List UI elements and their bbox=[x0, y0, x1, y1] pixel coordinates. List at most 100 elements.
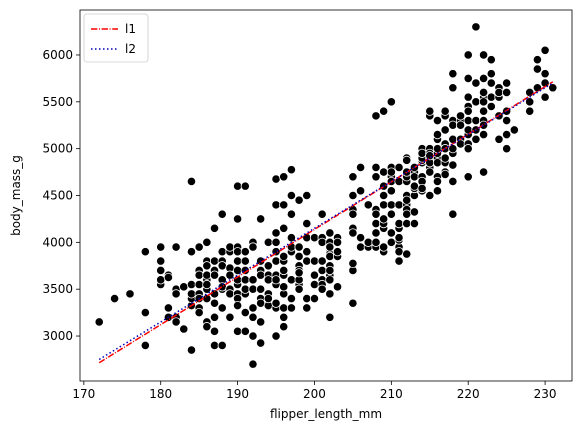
scatter-point-358 bbox=[486, 92, 496, 102]
scatter-point-224 bbox=[371, 111, 381, 121]
scatter-point-183 bbox=[325, 289, 335, 299]
scatter-point-376 bbox=[525, 97, 535, 107]
scatter-point-50 bbox=[209, 312, 220, 322]
scatter-point-109 bbox=[256, 270, 266, 280]
scatter-point-284 bbox=[417, 183, 427, 194]
scatter-point-146 bbox=[286, 275, 297, 285]
scatter-point-135 bbox=[279, 265, 289, 276]
scatter-point-361 bbox=[486, 78, 496, 88]
scatter-point-22 bbox=[179, 282, 189, 292]
scatter-point-377 bbox=[525, 106, 535, 116]
scatter-point-357 bbox=[478, 97, 489, 107]
scatter-point-367 bbox=[494, 87, 504, 98]
scatter-point-17 bbox=[171, 289, 181, 299]
scatter-point-385 bbox=[548, 83, 558, 93]
scatter-point-274 bbox=[409, 219, 420, 229]
scatter-point-21 bbox=[179, 324, 189, 334]
y-tick-label-5500: 5500 bbox=[42, 95, 73, 109]
scatter-point-250 bbox=[394, 176, 404, 187]
scatter-point-333 bbox=[463, 172, 473, 182]
scatter-point-46 bbox=[202, 270, 212, 280]
scatter-point-285 bbox=[417, 148, 427, 158]
x-tick-label-170: 170 bbox=[72, 387, 95, 401]
scatter-point-303 bbox=[432, 130, 443, 140]
scatter-point-88 bbox=[240, 308, 250, 318]
scatter-point-147 bbox=[286, 293, 297, 304]
scatter-point-180 bbox=[317, 237, 327, 247]
scatter-point-319 bbox=[448, 176, 458, 187]
y-tick-label-3000: 3000 bbox=[42, 329, 73, 343]
scatter-point-212 bbox=[355, 162, 366, 172]
scatter-point-316 bbox=[448, 160, 458, 170]
scatter-point-347 bbox=[471, 22, 481, 32]
scatter-point-206 bbox=[348, 298, 358, 308]
scatter-point-368 bbox=[502, 87, 512, 98]
scatter-point-255 bbox=[394, 256, 404, 266]
scatter-point-349 bbox=[478, 50, 489, 60]
scatter-point-24 bbox=[186, 279, 197, 290]
scatter-point-89 bbox=[240, 181, 250, 191]
scatter-point-95 bbox=[248, 284, 258, 294]
scatter-point-265 bbox=[402, 209, 412, 219]
scatter-point-273 bbox=[409, 181, 420, 191]
scatter-point-100 bbox=[248, 242, 258, 252]
scatter-point-369 bbox=[502, 78, 512, 88]
scatter-point-193 bbox=[325, 242, 335, 252]
y-tick-label-5000: 5000 bbox=[42, 142, 73, 156]
scatter-point-20 bbox=[171, 242, 181, 252]
scatter-point-331 bbox=[463, 115, 473, 126]
scatter-point-28 bbox=[186, 345, 197, 355]
scatter-point-105 bbox=[256, 338, 266, 348]
scatter-point-239 bbox=[386, 97, 396, 107]
scatter-point-327 bbox=[455, 111, 466, 121]
scatter-point-168 bbox=[302, 293, 312, 304]
scatter-point-110 bbox=[256, 214, 266, 224]
scatter-point-85 bbox=[240, 256, 250, 266]
scatter-point-36 bbox=[194, 308, 204, 318]
scatter-point-215 bbox=[363, 200, 373, 210]
scatter-point-228 bbox=[379, 200, 389, 210]
scatter-point-182 bbox=[317, 265, 327, 276]
scatter-point-145 bbox=[286, 190, 297, 201]
scatter-point-324 bbox=[448, 69, 458, 79]
scatter-point-120 bbox=[271, 256, 281, 266]
scatter-point-79 bbox=[232, 256, 243, 266]
scatter-point-249 bbox=[394, 200, 404, 210]
scatter-point-98 bbox=[248, 331, 258, 341]
scatter-point-92 bbox=[240, 275, 250, 285]
scatter-point-55 bbox=[209, 298, 220, 308]
scatter-point-197 bbox=[332, 282, 343, 292]
scatter-point-339 bbox=[463, 106, 473, 116]
scatter-point-192 bbox=[325, 251, 335, 261]
scatter-point-44 bbox=[202, 261, 212, 271]
scatter-point-167 bbox=[302, 190, 312, 201]
scatter-point-208 bbox=[348, 258, 358, 269]
scatter-point-217 bbox=[371, 237, 381, 247]
scatter-point-222 bbox=[371, 162, 381, 172]
scatter-point-5 bbox=[140, 340, 150, 350]
scatter-point-32 bbox=[194, 270, 204, 280]
scatter-point-161 bbox=[294, 268, 304, 278]
scatter-point-234 bbox=[379, 167, 389, 177]
scatter-point-171 bbox=[309, 233, 320, 243]
y-tick-label-4000: 4000 bbox=[42, 235, 73, 249]
scatter-point-93 bbox=[240, 247, 250, 257]
scatter-point-334 bbox=[463, 92, 473, 102]
scatter-point-350 bbox=[478, 106, 489, 116]
scatter-point-355 bbox=[478, 73, 489, 83]
scatter-point-39 bbox=[202, 237, 212, 247]
scatter-point-253 bbox=[394, 219, 404, 229]
scatter-point-378 bbox=[532, 55, 543, 65]
scatter-point-264 bbox=[402, 195, 412, 205]
scatter-point-154 bbox=[294, 284, 304, 294]
scatter-point-252 bbox=[394, 247, 404, 257]
scatter-point-116 bbox=[263, 275, 273, 285]
scatter-point-119 bbox=[271, 237, 281, 247]
scatter-point-371 bbox=[502, 144, 512, 154]
scatter-point-326 bbox=[455, 120, 466, 130]
scatter-point-289 bbox=[425, 167, 435, 177]
scatter-point-136 bbox=[279, 251, 289, 261]
scatter-point-323 bbox=[448, 120, 458, 130]
scatter-point-2 bbox=[125, 289, 135, 299]
scatter-point-64 bbox=[217, 247, 227, 257]
